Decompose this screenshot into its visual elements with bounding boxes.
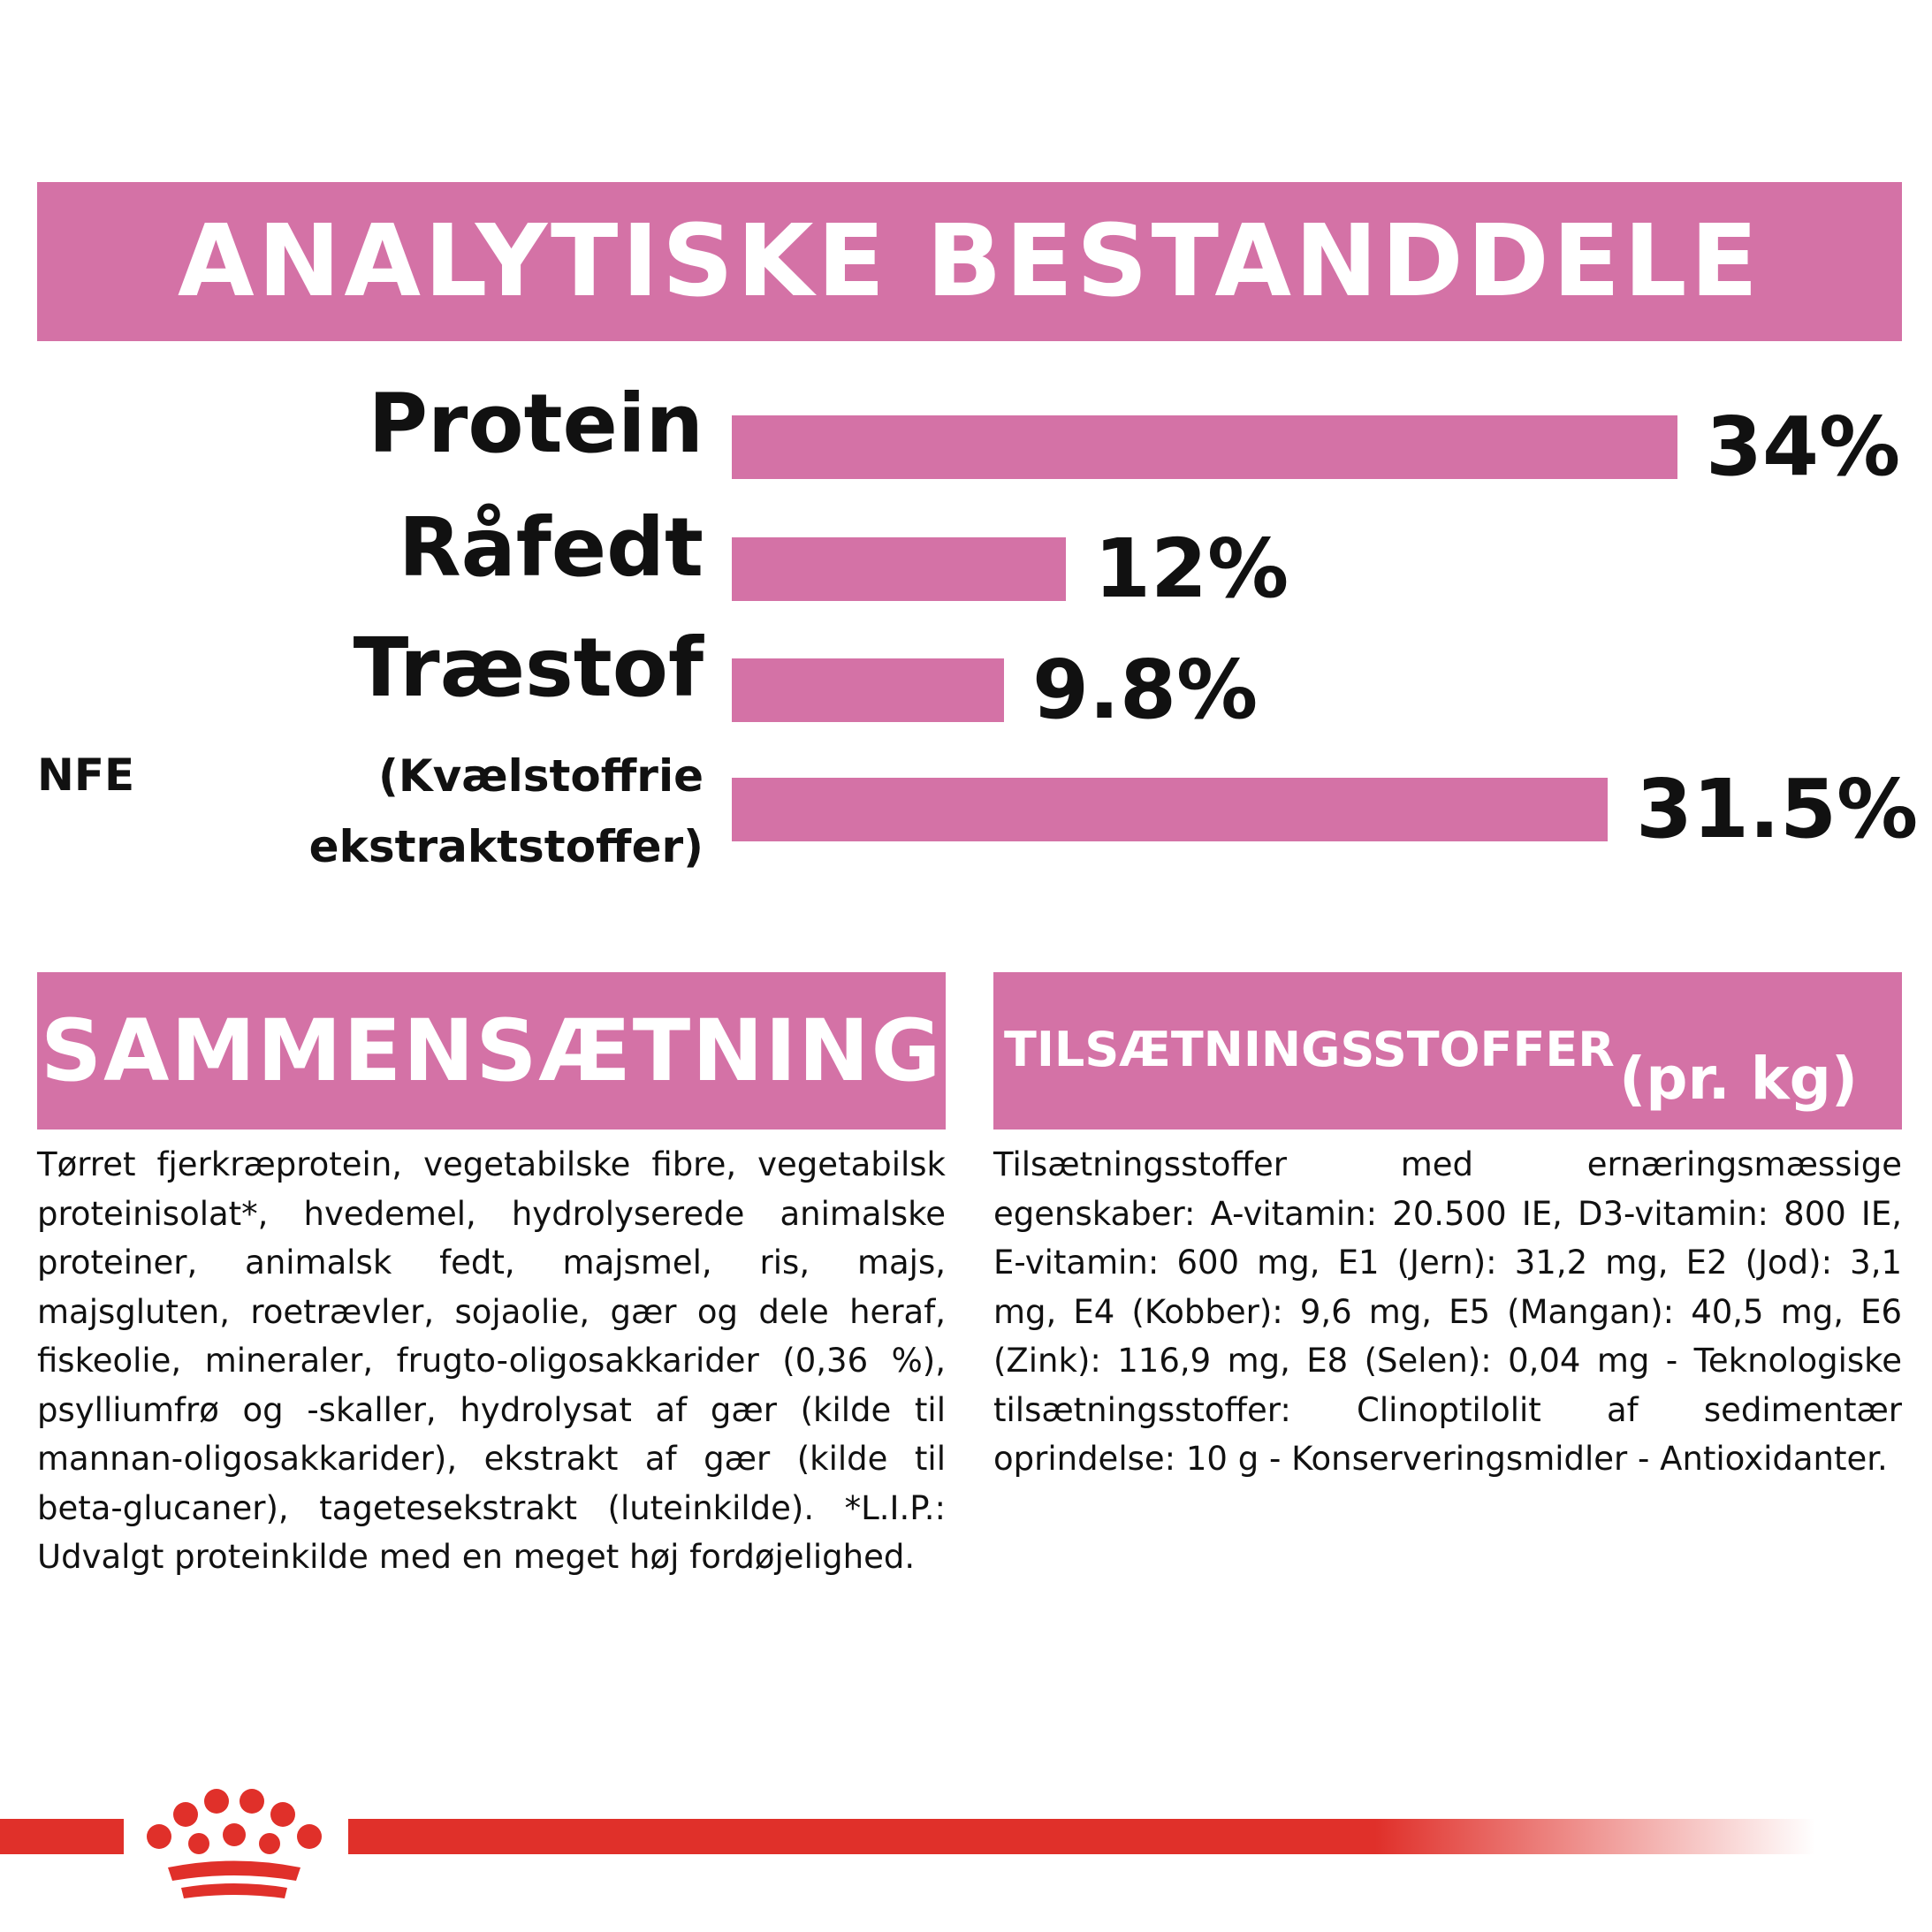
crown-logo — [147, 1789, 322, 1898]
bar-label-fat: Råfedt — [398, 500, 704, 595]
header-band: ANALYTISKE BESTANDDELE — [37, 182, 1902, 341]
page-title: ANALYTISKE BESTANDDELE — [177, 204, 1762, 319]
footer-line-right — [348, 1819, 1815, 1854]
value-label-protein: 34% — [1706, 399, 1901, 494]
bar-label-nfe-line2: ekstraktstoffer) — [308, 821, 704, 872]
bar-protein — [732, 415, 1677, 479]
bar-label-fiber: Træstof — [353, 620, 704, 715]
composition-text: Tørret fjerkræprotein, vegetabilske fibr… — [37, 1145, 946, 1576]
bar-label-protein: Protein — [368, 377, 704, 471]
nfe-prefix: NFE — [37, 749, 135, 801]
bar-label-nfe-line1: (Kvælstoffrie — [378, 750, 704, 802]
value-label-nfe: 31.5% — [1636, 762, 1919, 856]
bar-fiber — [732, 658, 1004, 722]
additives-subtitle: (pr. kg) — [1619, 1045, 1858, 1113]
value-label-fiber: 9.8% — [1032, 643, 1259, 737]
composition-title: SAMMENSÆTNING — [41, 1001, 943, 1100]
bar-fat — [732, 537, 1066, 601]
additives-text: Tilsætningsstoffer med ernæringsmæssige … — [993, 1145, 1902, 1478]
additives-band: TILSÆTNINGSSTOFFER (pr. kg) — [993, 972, 1902, 1130]
composition-band: SAMMENSÆTNING — [37, 972, 946, 1130]
bar-nfe — [732, 778, 1608, 841]
additives-title: TILSÆTNINGSSTOFFER — [1004, 1022, 1615, 1077]
value-label-fat: 12% — [1094, 521, 1289, 616]
footer-line-left — [0, 1819, 124, 1854]
